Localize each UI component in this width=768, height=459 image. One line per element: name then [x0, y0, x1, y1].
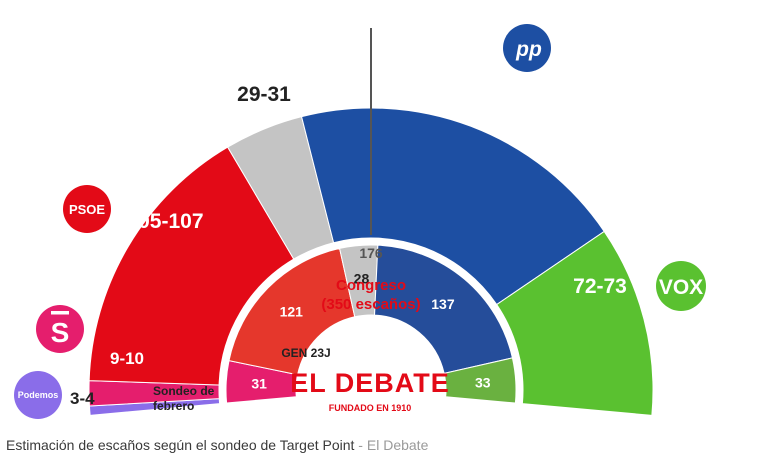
sumar-logo-icon: S [36, 305, 84, 353]
brand-tagline: FUNDADO EN 1910 [329, 403, 412, 413]
outer-ring-label-line2: febrero [153, 399, 194, 413]
vox-logo-icon: VOX [656, 261, 706, 311]
svg-text:PSOE: PSOE [69, 202, 105, 217]
outer-label-sumar: 9-10 [110, 349, 144, 368]
center-label-line2: (350 escaños) [321, 296, 420, 313]
outer-ring-sondeo [88, 107, 654, 416]
outer-segment-psoe [88, 146, 295, 386]
chart-caption: Estimación de escaños según el sondeo de… [6, 437, 429, 453]
outer-segment-vox [496, 230, 654, 416]
inner-label-sumar: 31 [251, 376, 267, 392]
inner-segment-psoe [228, 247, 356, 376]
inner-ring-gen23j [225, 244, 517, 404]
inner-label-pp: 137 [431, 296, 455, 312]
outer-label-psoe: 105-107 [126, 210, 203, 233]
podemos-logo-icon: Podemos [14, 371, 62, 419]
svg-text:pp: pp [515, 38, 542, 61]
svg-text:S: S [51, 317, 70, 348]
seat-labels: 3-4 9-10 105-107 29-31 128-130 72-73 31 121 28 13… [70, 76, 627, 408]
outer-segment-pp [300, 107, 605, 306]
pp-logo-icon: pp [503, 24, 551, 72]
inner-ring-label: GEN 23J [281, 346, 330, 360]
brand-name: EL DEBATE [290, 368, 450, 398]
inner-label-psoe: 121 [280, 303, 304, 319]
outer-label-vox: 72-73 [573, 275, 627, 298]
svg-text:VOX: VOX [659, 276, 703, 299]
svg-text:Podemos: Podemos [18, 390, 59, 400]
psoe-logo-icon: PSOE [63, 185, 111, 233]
caption-source: - El Debate [354, 437, 429, 453]
outer-label-podemos: 3-4 [70, 389, 95, 408]
outer-label-otros: 29-31 [237, 83, 291, 106]
majority-label: 176 [359, 245, 383, 261]
inner-label-vox: 33 [475, 375, 491, 391]
outer-ring-label-line1: Sondeo de [153, 384, 215, 398]
inner-label-otros: 28 [354, 270, 370, 286]
outer-label-pp: 128-130 [417, 76, 494, 99]
seat-hemicycle-chart: 3-4 9-10 105-107 29-31 128-130 72-73 31 121 28 13… [14, 24, 706, 419]
inner-segment-pp [374, 244, 514, 374]
center-label-line1: Congreso [336, 277, 406, 294]
inner-segment-vox [443, 357, 517, 404]
